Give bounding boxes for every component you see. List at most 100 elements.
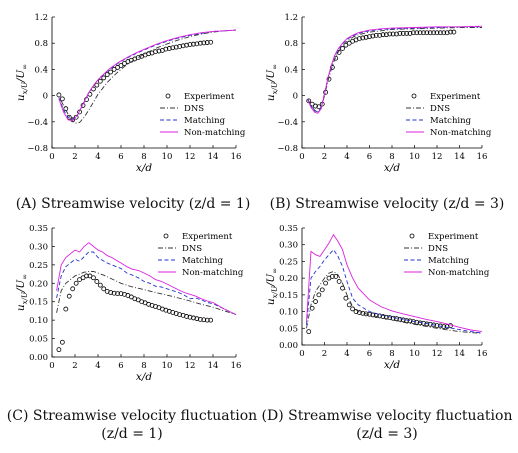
data-point (197, 317, 203, 322)
y-tick-label: 0.20 (279, 274, 298, 284)
data-point (197, 40, 203, 46)
x-axis-label: x/d (136, 162, 152, 174)
data-point (370, 33, 376, 39)
y-tick-label: 0.20 (29, 279, 48, 289)
y-tick-label: −0.8 (277, 144, 298, 154)
legend-label: Matching (184, 116, 226, 126)
data-point (208, 317, 214, 323)
caption-a: (A) Streamwise velocity (z/d = 1) (15, 196, 251, 212)
series-line (60, 29, 237, 124)
data-point (407, 318, 413, 324)
data-point (316, 104, 322, 110)
data-point (194, 316, 200, 322)
data-point (387, 315, 393, 320)
x-tick-label: 0 (49, 361, 54, 371)
data-point (448, 29, 453, 35)
y-tick-label: 0.00 (279, 341, 298, 351)
x-tick-label: 10 (409, 349, 420, 359)
data-point (380, 32, 386, 38)
x-tick-label: 4 (344, 152, 349, 162)
caption-c-line2: (z/d = 1) (101, 426, 163, 442)
series-line (307, 26, 482, 113)
x-tick-label: 14 (454, 152, 465, 162)
data-point (180, 43, 186, 49)
data-point (66, 114, 72, 120)
legend-label: Non-matching (428, 268, 490, 278)
data-point (184, 42, 189, 48)
legend: Experiment DNS Matching Non-matching (160, 92, 246, 138)
legend-label: Non-matching (430, 128, 492, 138)
data-point (111, 290, 117, 296)
x-axis-label: x/d (384, 359, 400, 371)
x-tick-label: 16 (477, 152, 488, 162)
series-experiment (56, 39, 214, 123)
data-point (319, 287, 325, 293)
data-point (104, 72, 110, 78)
legend: Experiment DNS Matching Non-matching (406, 92, 492, 138)
data-point (323, 280, 329, 286)
x-tick-label: 8 (389, 152, 394, 162)
data-point (111, 67, 117, 72)
data-point (343, 295, 349, 301)
series-matching (307, 26, 482, 113)
data-point (434, 30, 440, 36)
data-point (427, 30, 433, 36)
x-tick-label: 6 (118, 361, 123, 371)
x-tick-label: 12 (432, 152, 443, 162)
data-point (350, 306, 356, 312)
series-dns (60, 29, 237, 124)
data-point (177, 312, 183, 318)
data-point (101, 75, 107, 81)
data-point (400, 30, 406, 36)
series-dns (307, 27, 482, 113)
data-point (94, 82, 100, 88)
legend-label: Matching (182, 256, 224, 266)
legend-label: Experiment (182, 232, 233, 242)
y-tick-label: 0.30 (29, 242, 48, 252)
series-line (56, 251, 237, 316)
series-non-matching (307, 25, 483, 114)
x-tick-label: 0 (299, 349, 304, 359)
x-tick-label: 6 (367, 152, 372, 162)
x-tick-label: 14 (208, 361, 219, 371)
data-point (360, 35, 366, 41)
data-point (108, 290, 114, 295)
data-point (166, 46, 172, 51)
legend: Experiment DNS Matching Non-matching (158, 232, 244, 278)
y-tick-label: 0.10 (29, 316, 48, 326)
data-point (404, 30, 410, 36)
y-axis-label: ux/U/U∞ (15, 64, 29, 101)
data-point (333, 274, 339, 279)
data-point (367, 34, 372, 40)
data-point (122, 61, 127, 66)
data-point (70, 286, 76, 292)
data-point (400, 317, 406, 323)
y-tick-label: 0.15 (29, 298, 48, 308)
x-tick-label: 10 (162, 361, 173, 371)
x-tick-label: 12 (185, 152, 196, 162)
data-point (424, 30, 430, 36)
data-point (108, 69, 114, 75)
data-point (59, 96, 65, 102)
data-point (201, 317, 207, 323)
data-point (101, 286, 107, 292)
x-tick-label: 0 (49, 152, 54, 162)
data-point (377, 313, 383, 319)
y-tick-label: −0.4 (277, 118, 298, 128)
series-line (58, 29, 237, 121)
x-tick-label: 4 (95, 152, 100, 162)
series-experiment (306, 274, 453, 335)
x-tick-label: 10 (409, 152, 420, 162)
data-point (173, 44, 179, 50)
data-point (390, 31, 396, 37)
legend-label: Experiment (428, 232, 479, 242)
data-point (356, 36, 362, 42)
series-non-matching (58, 29, 237, 121)
data-point (208, 39, 214, 45)
data-point (204, 317, 210, 323)
y-tick-label: 0.15 (279, 291, 298, 301)
x-tick-label: 4 (344, 349, 349, 359)
x-tick-label: 8 (141, 152, 146, 162)
y-tick-label: 0.4 (34, 65, 48, 75)
